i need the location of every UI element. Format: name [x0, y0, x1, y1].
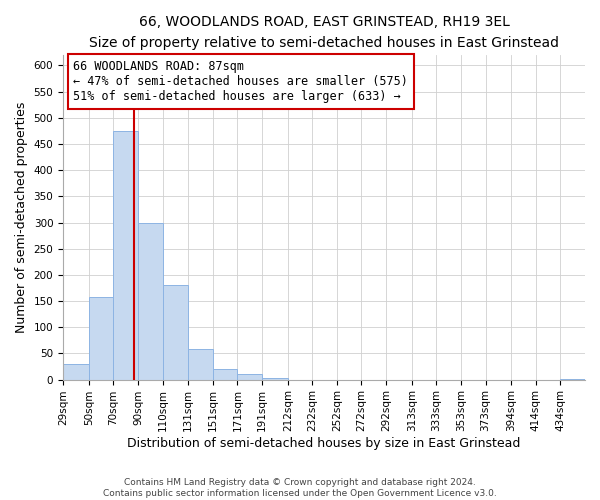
- Text: Contains HM Land Registry data © Crown copyright and database right 2024.
Contai: Contains HM Land Registry data © Crown c…: [103, 478, 497, 498]
- Bar: [213, 369, 238, 380]
- Bar: [238, 374, 262, 380]
- Bar: [262, 378, 288, 380]
- X-axis label: Distribution of semi-detached houses by size in East Grinstead: Distribution of semi-detached houses by …: [127, 437, 521, 450]
- Bar: [163, 286, 188, 380]
- Y-axis label: Number of semi-detached properties: Number of semi-detached properties: [15, 102, 28, 333]
- Bar: [138, 222, 163, 380]
- Bar: [188, 349, 213, 380]
- Bar: [560, 378, 585, 380]
- Bar: [113, 131, 138, 380]
- Bar: [89, 297, 113, 380]
- Title: 66, WOODLANDS ROAD, EAST GRINSTEAD, RH19 3EL
Size of property relative to semi-d: 66, WOODLANDS ROAD, EAST GRINSTEAD, RH19…: [89, 15, 559, 50]
- Bar: [63, 364, 89, 380]
- Text: 66 WOODLANDS ROAD: 87sqm
← 47% of semi-detached houses are smaller (575)
51% of : 66 WOODLANDS ROAD: 87sqm ← 47% of semi-d…: [73, 60, 409, 103]
